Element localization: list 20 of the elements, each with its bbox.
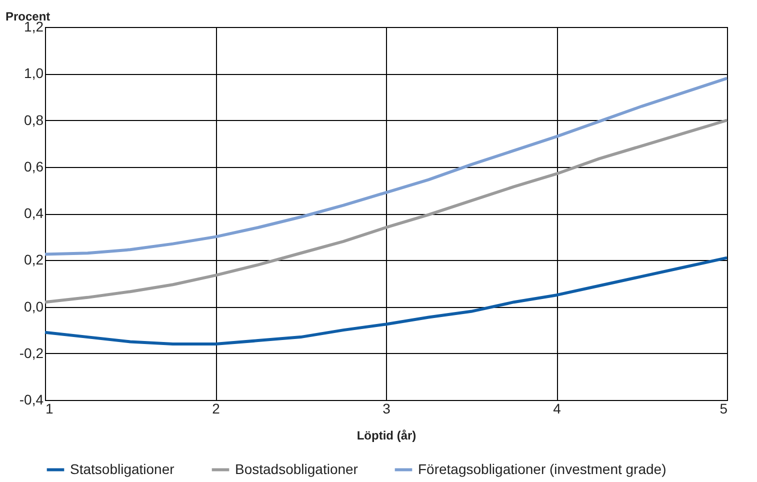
y-tick-label: 1,0 <box>24 65 44 82</box>
y-tick-label: -0,4 <box>19 392 44 408</box>
y-tick-label: 0,2 <box>24 252 44 268</box>
x-tick-label: 1 <box>46 400 54 416</box>
x-tick-label: 4 <box>553 400 562 416</box>
line-series <box>44 118 728 304</box>
legend-label: Statsobligationer <box>70 460 175 477</box>
line-series <box>44 76 728 256</box>
x-tick-label: 2 <box>212 400 220 416</box>
legend-label: Bostadsobligationer <box>235 460 358 477</box>
y-tick-label: 0,0 <box>24 298 44 314</box>
x-axis-title: Löptid (år) <box>356 428 416 442</box>
x-tick-label: 3 <box>382 400 391 416</box>
y-tick-label: 0,4 <box>24 205 44 221</box>
legend-label: Företagsobligationer (investment grade) <box>418 460 666 477</box>
y-tick-label: 0,6 <box>24 158 44 174</box>
x-tick-label: 5 <box>720 400 728 416</box>
y-tick-label: 0,8 <box>24 112 44 128</box>
y-tick-label: -0,2 <box>19 344 44 361</box>
line-series <box>44 256 728 346</box>
